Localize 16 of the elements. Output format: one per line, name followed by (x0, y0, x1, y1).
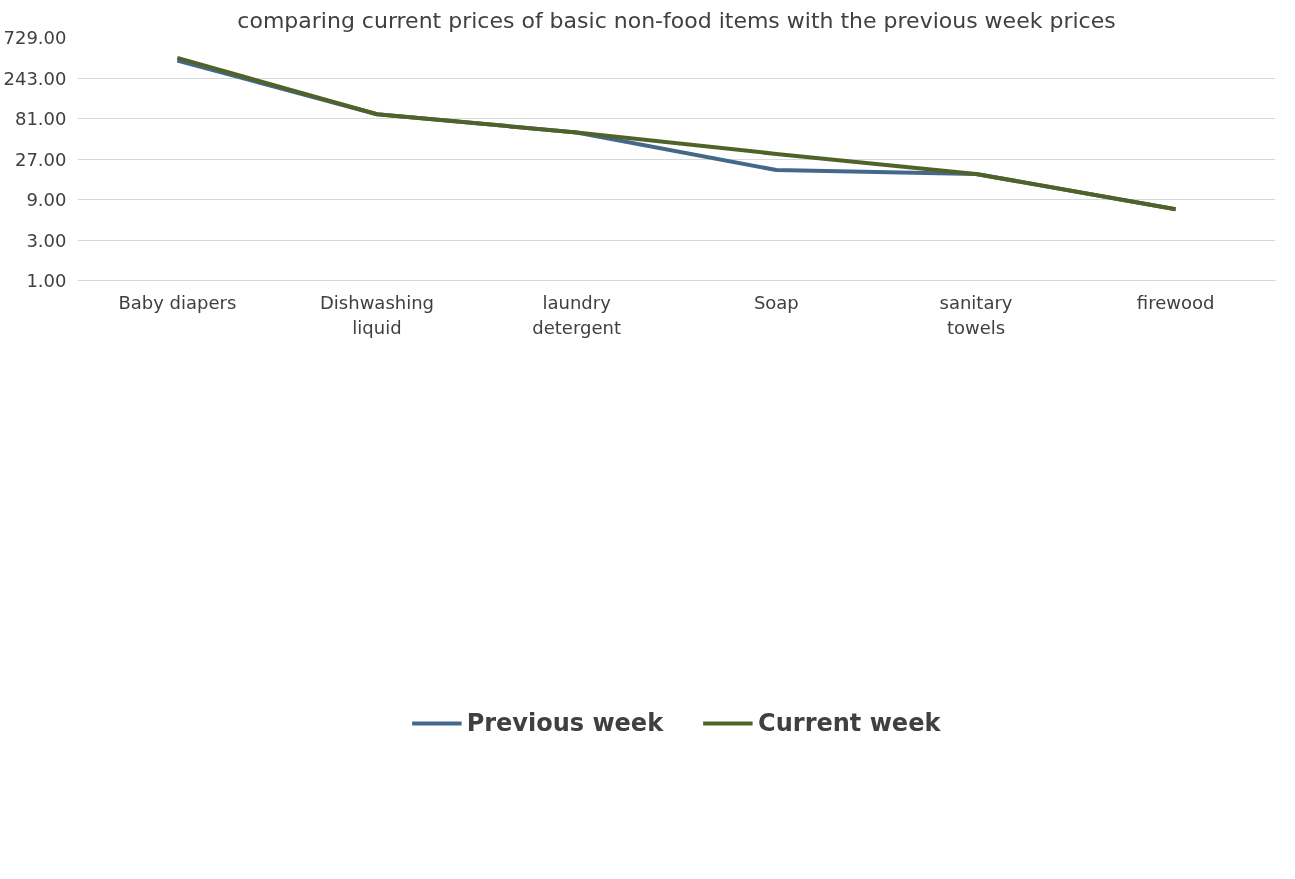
chart-title: comparing current prices of basic non-food items with the previous week prices (237, 7, 1116, 33)
legend-label: Previous week (466, 709, 664, 737)
y-tick-label: 243.00 (3, 67, 67, 89)
y-tick-label: 1.00 (26, 270, 67, 291)
x-tick-label: Soap (753, 291, 799, 313)
x-tick-label: laundry detergent (532, 291, 622, 338)
y-tick-label: 3.00 (26, 229, 67, 251)
x-tick-label: firewood (1136, 291, 1215, 313)
legend-label: Current week (758, 709, 941, 737)
x-tick-label: Dishwashing liquid (319, 291, 435, 338)
y-tick-label: 81.00 (14, 108, 67, 129)
y-tick-label: 27.00 (14, 148, 67, 170)
x-tick-label: sanitary towels (939, 291, 1013, 338)
y-tick-label: 729.00 (3, 27, 67, 48)
x-tick-label: Baby diapers (118, 291, 237, 313)
y-tick-label: 9.00 (26, 189, 67, 210)
